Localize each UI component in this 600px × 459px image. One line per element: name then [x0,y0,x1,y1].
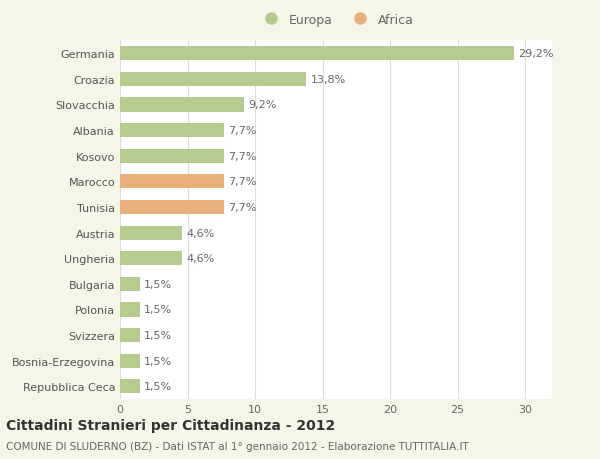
Text: 9,2%: 9,2% [248,100,277,110]
Text: 1,5%: 1,5% [145,330,172,341]
Text: 4,6%: 4,6% [186,228,214,238]
Text: 7,7%: 7,7% [228,202,256,213]
Bar [120,73,307,87]
Text: 4,6%: 4,6% [186,254,214,263]
Text: 1,5%: 1,5% [145,381,172,392]
Text: 13,8%: 13,8% [310,75,346,84]
Text: 29,2%: 29,2% [518,49,554,59]
Bar [120,252,182,266]
Bar [120,98,244,112]
Text: 1,5%: 1,5% [145,279,172,289]
Legend: Europa, Africa: Europa, Africa [254,9,418,32]
Bar [120,303,140,317]
Bar [120,354,140,368]
Bar [120,226,182,240]
Text: 7,7%: 7,7% [228,177,256,187]
Text: 7,7%: 7,7% [228,126,256,136]
Text: Cittadini Stranieri per Cittadinanza - 2012: Cittadini Stranieri per Cittadinanza - 2… [6,418,335,431]
Text: 1,5%: 1,5% [145,356,172,366]
Text: 7,7%: 7,7% [228,151,256,162]
Text: COMUNE DI SLUDERNO (BZ) - Dati ISTAT al 1° gennaio 2012 - Elaborazione TUTTITALI: COMUNE DI SLUDERNO (BZ) - Dati ISTAT al … [6,441,469,451]
Text: 1,5%: 1,5% [145,305,172,315]
Bar [120,201,224,214]
Bar [120,149,224,163]
Bar [120,47,514,61]
Bar [120,175,224,189]
Bar [120,124,224,138]
Bar [120,277,140,291]
Bar [120,328,140,342]
Bar [120,380,140,393]
